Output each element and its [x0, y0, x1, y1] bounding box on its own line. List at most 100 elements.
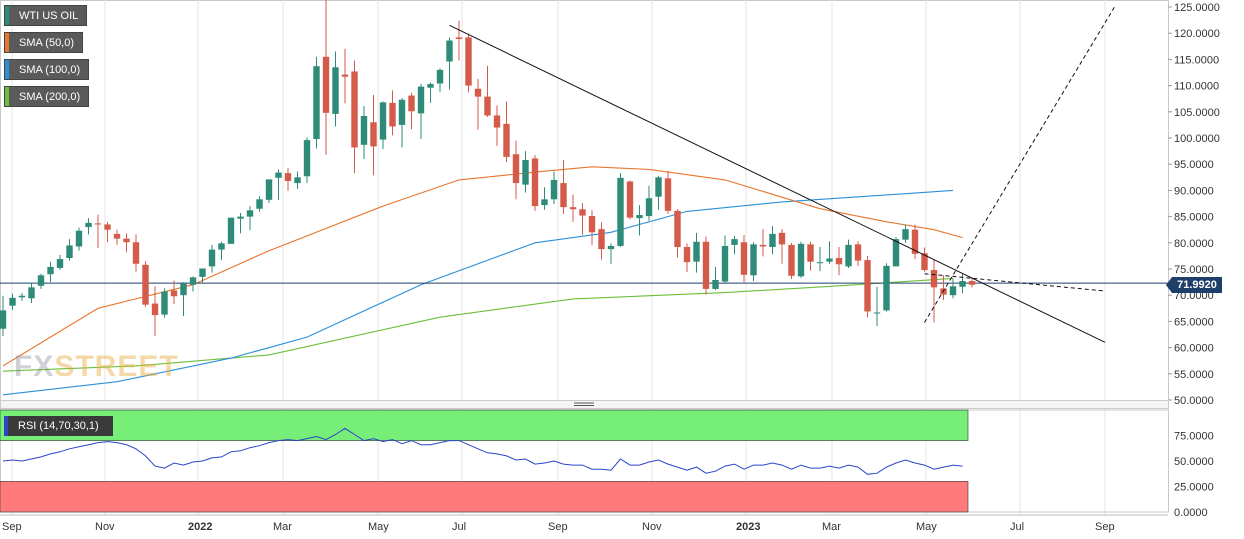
x-tick-label: Jul	[452, 521, 466, 533]
candle-body	[541, 199, 548, 206]
y-tick-label: 110.0000	[1174, 81, 1219, 93]
x-tick-label: May	[368, 521, 389, 533]
candle-body	[341, 74, 349, 77]
candle-body	[845, 244, 852, 267]
legend-item[interactable]: SMA (100,0)	[4, 59, 90, 80]
candle-body	[370, 122, 377, 147]
panel-splitter	[0, 400, 1169, 409]
legend-item[interactable]: WTI US OIL	[4, 5, 88, 26]
candle-body	[37, 275, 45, 286]
candle-body	[949, 286, 957, 296]
candle-body	[322, 56, 330, 113]
rsi-y-tick-label: 0.0000	[1174, 507, 1208, 519]
candle-body	[740, 242, 748, 275]
candle-body	[417, 86, 425, 114]
legend-item[interactable]: SMA (50,0)	[4, 32, 84, 53]
x-tick-label: Sep	[2, 521, 22, 533]
y-tick-label: 50.0000	[1174, 395, 1214, 407]
candle-body	[826, 258, 833, 262]
legend-label: SMA (200,0)	[19, 91, 81, 103]
legend-item[interactable]: SMA (200,0)	[4, 86, 90, 107]
candle-body	[693, 241, 700, 262]
candle-body	[379, 102, 387, 140]
candle-body	[731, 239, 738, 245]
rsi-line	[2, 427, 963, 475]
candle-body	[493, 115, 501, 128]
rsi-y-tick-label: 25.0000	[1174, 482, 1214, 494]
candle-body	[902, 229, 909, 240]
candle-body	[531, 158, 539, 207]
x-tick-label: Jul	[1010, 521, 1024, 533]
candle-body	[807, 244, 814, 262]
legend-label: WTI US OIL	[19, 10, 79, 22]
candle-body	[208, 249, 216, 267]
y-tick-label: 120.0000	[1174, 28, 1220, 40]
candle-body	[94, 223, 102, 225]
candle-body	[930, 270, 938, 288]
y-tick-label: 100.0000	[1174, 133, 1220, 145]
candle-body	[892, 239, 900, 267]
legend-swatch	[5, 87, 9, 106]
candle-body	[113, 233, 121, 239]
candle-body	[626, 181, 634, 218]
y-tick-label: 80.0000	[1174, 238, 1214, 250]
candle-body	[389, 102, 396, 127]
candle-body	[750, 244, 757, 276]
candle-body	[465, 37, 472, 86]
candle-body	[522, 160, 529, 185]
candle-body	[788, 244, 795, 276]
candle-body	[797, 243, 805, 277]
candle-body	[446, 40, 453, 62]
candle-body	[883, 265, 890, 311]
legend-swatch	[5, 33, 9, 52]
candle-body	[968, 281, 976, 285]
candle-body	[294, 177, 301, 184]
rsi-indicator-label[interactable]: RSI (14,70,30,1)	[4, 416, 113, 436]
x-tick-label: Mar	[273, 521, 292, 533]
y-tick-label: 75.0000	[1174, 264, 1214, 276]
legend-swatch	[5, 60, 9, 79]
candle-body	[588, 216, 596, 233]
candle-body	[313, 66, 320, 140]
candle-body	[151, 303, 159, 316]
candle-body	[484, 96, 491, 116]
candle-body	[142, 264, 149, 305]
x-tick-label: Sep	[548, 521, 568, 533]
x-tick-label: Sep	[1095, 521, 1115, 533]
candle-body	[218, 243, 225, 250]
candle-body	[227, 217, 235, 244]
candle-body	[18, 295, 26, 298]
candle-body	[607, 245, 615, 250]
x-tick-label: 2022	[188, 521, 212, 533]
candle-body	[598, 229, 605, 250]
candle-body	[123, 238, 130, 243]
candle-body	[427, 84, 434, 88]
candle-body	[721, 245, 729, 282]
main-panel-frame	[0, 0, 1169, 401]
candle-body	[132, 242, 140, 264]
candle-body	[246, 210, 254, 217]
legend-swatch	[5, 6, 9, 25]
last-price-tag: 71.9920	[1166, 277, 1222, 293]
candle-body	[769, 233, 776, 247]
candle-body	[921, 253, 928, 271]
candle-body	[265, 179, 273, 200]
candle-body	[408, 95, 415, 112]
candle-body	[170, 290, 178, 297]
candle-body	[873, 312, 881, 314]
candle-body	[161, 291, 168, 315]
candle-body	[664, 178, 672, 211]
rsi-overbought-zone	[0, 409, 969, 441]
candle-body	[28, 287, 35, 299]
candle-body	[512, 154, 520, 184]
candle-body	[351, 71, 358, 148]
candle-body	[569, 207, 577, 210]
x-tick-label: May	[916, 521, 937, 533]
candle-body	[655, 177, 662, 197]
fxstreet-logo: FXSTREET	[14, 350, 179, 383]
candle-body	[9, 297, 16, 306]
x-tick-label: Nov	[95, 521, 115, 533]
candle-body	[199, 268, 206, 277]
support-dashed-line	[924, 273, 1106, 292]
